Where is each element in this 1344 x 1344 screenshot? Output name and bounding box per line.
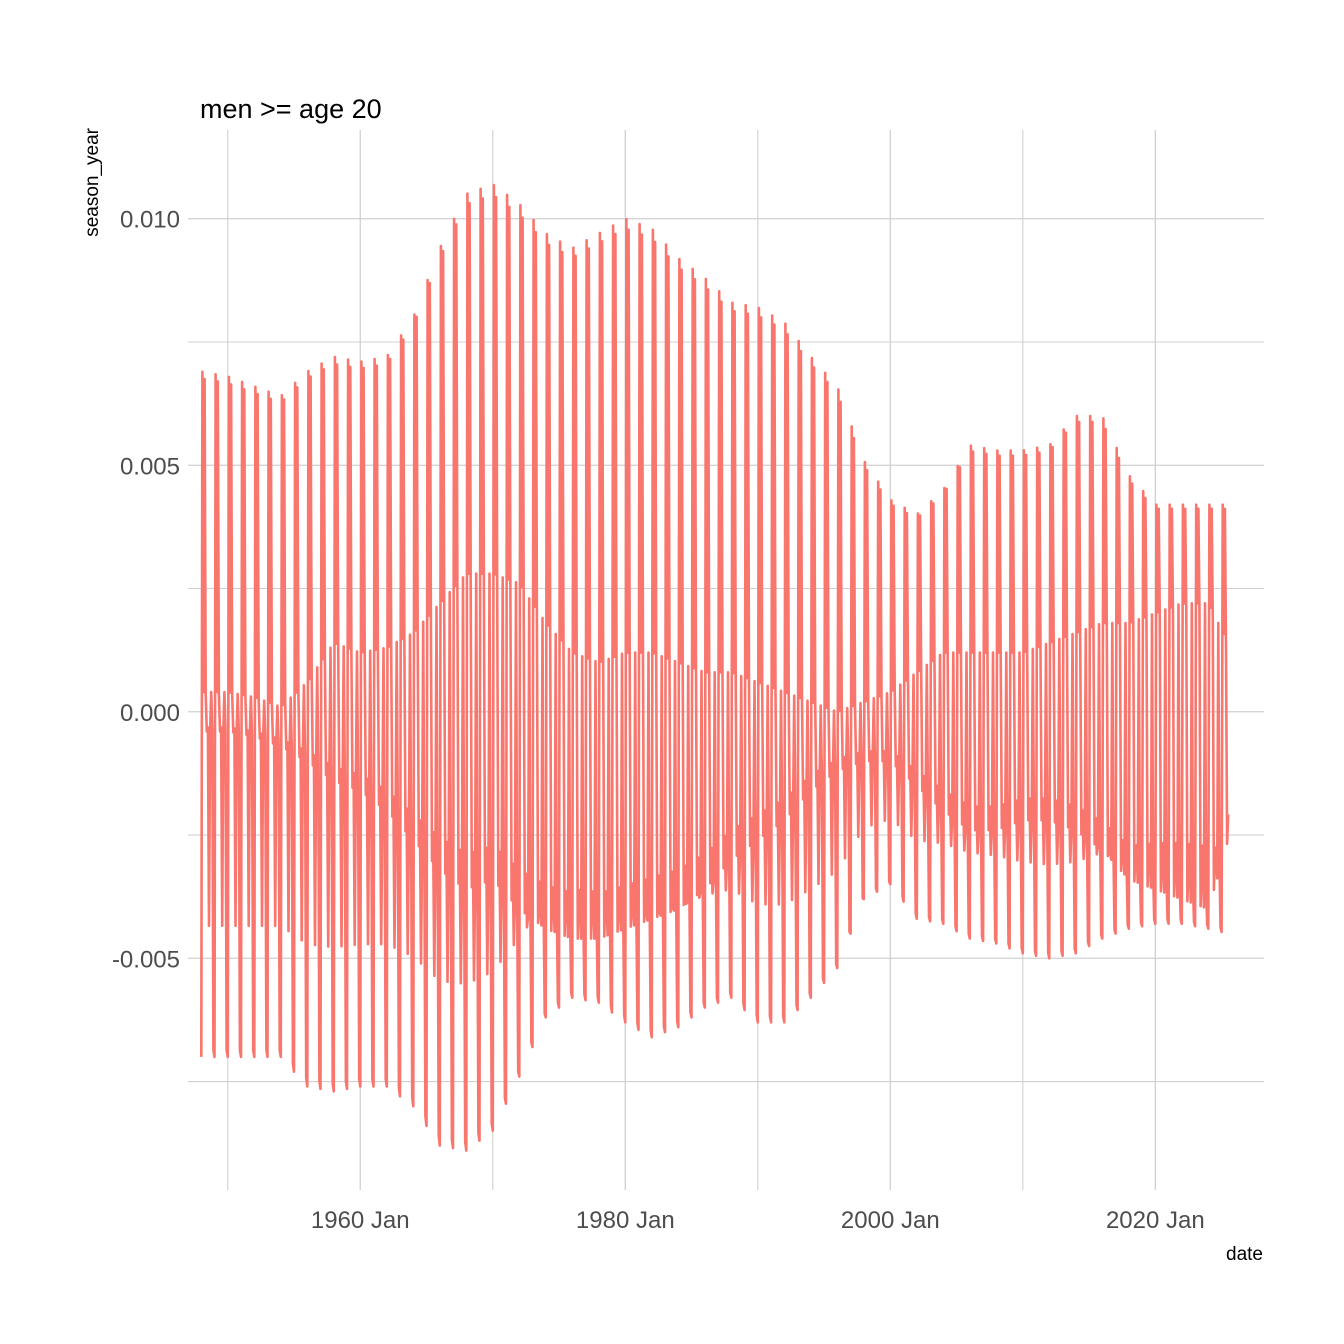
x-axis-label: date [1226, 1244, 1263, 1265]
y-tick-labels: 0.010 0.005 0.000 -0.005 [112, 207, 180, 974]
x-tick-label: 1980 Jan [576, 1207, 675, 1234]
series-layer [200, 183, 1230, 1152]
x-tick-label: 2000 Jan [841, 1207, 940, 1234]
y-tick-label: 0.005 [120, 453, 180, 480]
x-tick-label: 1960 Jan [311, 1207, 410, 1234]
chart-title: men >= age 20 [200, 94, 382, 124]
y-tick-label: -0.005 [112, 946, 180, 973]
series-line [200, 183, 1230, 1152]
y-tick-label: 0.000 [120, 700, 180, 727]
y-tick-label: 0.010 [120, 207, 180, 234]
y-axis-label: season_year [82, 127, 103, 236]
x-tick-label: 2020 Jan [1106, 1207, 1205, 1234]
x-tick-labels: 1960 Jan 1980 Jan 2000 Jan 2020 Jan [311, 1207, 1205, 1234]
